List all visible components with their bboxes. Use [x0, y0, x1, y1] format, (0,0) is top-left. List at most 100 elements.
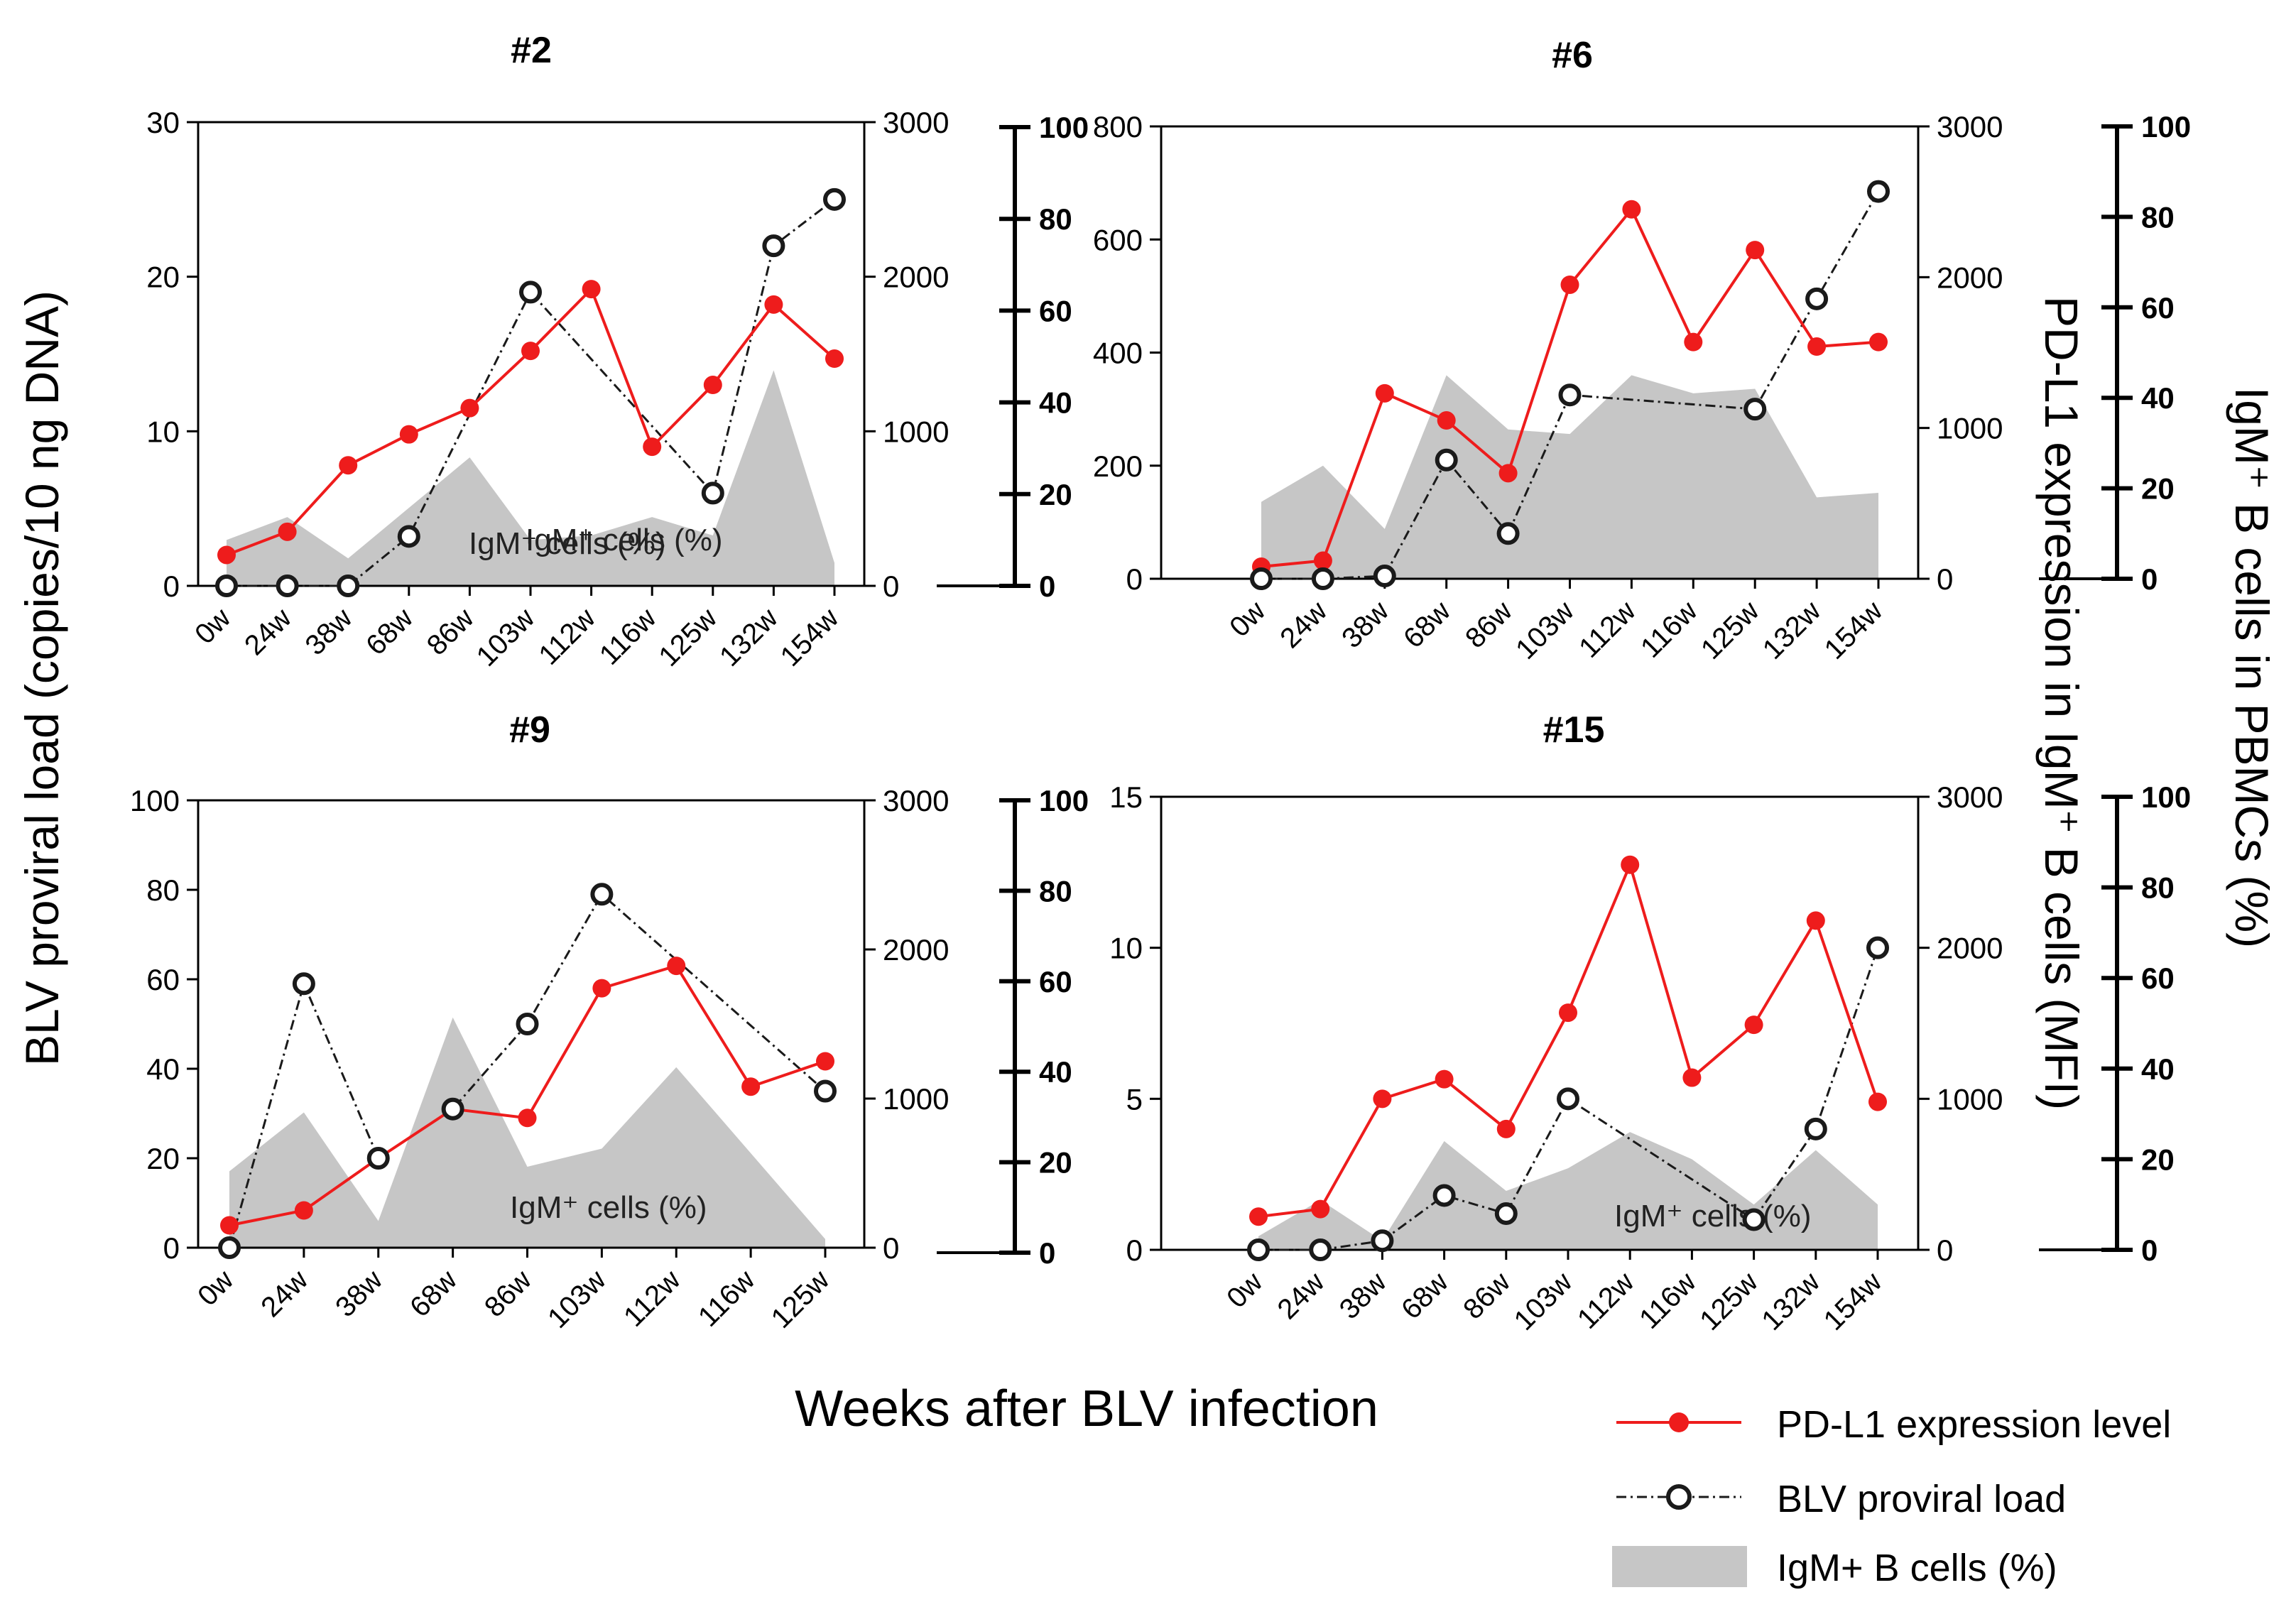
- blv-point: [1247, 1238, 1270, 1261]
- right-axis-tick-label: 20: [2141, 472, 2175, 506]
- left-axis-tick-label: 10: [146, 415, 180, 448]
- blv-point: [1494, 1202, 1518, 1225]
- blv-point: [1373, 565, 1396, 588]
- pdl1-point: [220, 1216, 239, 1235]
- x-axis-tick-label: 0w: [1224, 595, 1271, 643]
- mid-axis-tick-label: 3000: [883, 106, 949, 139]
- blv-point: [1496, 522, 1520, 545]
- x-axis-tick-label: 68w: [1398, 595, 1457, 654]
- blv-point: [218, 1236, 241, 1259]
- x-axis-tick-label: 86w: [1459, 595, 1518, 654]
- right-axis-tick-label: 40: [1039, 1055, 1072, 1089]
- left-axis-tick-label: 20: [146, 1142, 180, 1175]
- x-axis-tick-label: 103w: [471, 602, 541, 672]
- legend-igm-text: IgM+ B cells (%): [1777, 1547, 2057, 1589]
- blv-point: [1805, 287, 1829, 310]
- left-axis-tick-label: 0: [1126, 1233, 1143, 1267]
- pdl1-point: [1435, 1069, 1454, 1089]
- pdl1-point: [1621, 855, 1640, 874]
- mid-axis-tick-label: 1000: [883, 1082, 949, 1116]
- right-axis-tick-label: 20: [1039, 478, 1072, 511]
- panel-title: #2: [511, 30, 552, 71]
- x-axis-tick-label: 0w: [192, 1264, 239, 1312]
- pdl1-point: [1807, 337, 1827, 356]
- legend-item-igm: IgM+ B cells (%): [1612, 1546, 2057, 1589]
- pdl1-point: [1868, 1092, 1887, 1111]
- left-axis-tick-label: 800: [1093, 110, 1143, 143]
- igm-area: [229, 1017, 825, 1248]
- blv-point: [276, 574, 299, 597]
- x-axis-tick-label: 132w: [1757, 595, 1827, 665]
- right-axis-tick-label: 0: [1039, 1236, 1055, 1270]
- mid-axis-tick-label: 0: [883, 570, 899, 603]
- igm-area-label: IgM⁺ cells (%): [510, 1190, 707, 1225]
- x-axis-tick-label: 125w: [653, 602, 723, 672]
- mid-axis-tick-label: 2000: [883, 261, 949, 294]
- x-axis-tick-label: 154w: [775, 602, 845, 672]
- left-axis-tick-label: 40: [146, 1052, 180, 1086]
- pdl1-point: [1560, 275, 1579, 294]
- right-axis-tick-label: 100: [1039, 111, 1089, 144]
- x-axis-tick-label: 154w: [1818, 1266, 1888, 1336]
- blv-point: [516, 1013, 539, 1035]
- blv-point: [590, 883, 614, 906]
- right-axis-tick-label: 100: [2141, 780, 2191, 814]
- pdl1-point: [816, 1052, 834, 1071]
- left-axis-tick-label: 60: [146, 963, 180, 996]
- left-axis-tick-label: 600: [1093, 223, 1143, 256]
- mid-axis-tick-label: 2000: [1937, 932, 2003, 965]
- blv-point: [1435, 448, 1458, 472]
- igm-area-label: IgM⁺ cells (%): [1614, 1199, 1811, 1233]
- x-axis-tick-label: 68w: [1395, 1266, 1454, 1325]
- x-axis-tick-label: 103w: [1510, 595, 1580, 665]
- panel-title: #9: [509, 709, 550, 751]
- pdl1-point: [217, 545, 236, 565]
- y-left-axis-label: BLV proviral load (copies/10 ng DNA): [16, 290, 68, 1066]
- blv-point: [441, 1097, 464, 1121]
- left-axis-tick-label: 5: [1126, 1082, 1143, 1116]
- right-axis-tick-label: 0: [1039, 570, 1055, 603]
- mid-axis-tick-label: 3000: [1937, 110, 2003, 143]
- mid-axis-tick-label: 0: [1937, 562, 1953, 596]
- right-axis-tick-label: 100: [2141, 110, 2191, 143]
- pdl1-point: [582, 280, 601, 299]
- pdl1-point: [1249, 1207, 1268, 1226]
- blv-point: [519, 281, 542, 304]
- blv-point: [1742, 1208, 1765, 1231]
- right-axis-tick-label: 20: [2141, 1143, 2175, 1176]
- mid-axis-tick-label: 0: [883, 1231, 899, 1265]
- x-axis-tick-label: 86w: [1457, 1266, 1516, 1325]
- legend-pdl1-marker: [1669, 1412, 1689, 1432]
- x-axis-tick-label: 132w: [1756, 1266, 1826, 1336]
- pdl1-point: [764, 295, 783, 314]
- pdl1-point: [339, 456, 358, 475]
- mid-axis-tick-label: 1000: [883, 415, 949, 448]
- left-axis-tick-label: 20: [146, 261, 180, 294]
- x-axis-tick-label: 24w: [255, 1264, 314, 1323]
- pdl1-point: [1311, 1199, 1330, 1219]
- pdl1-point: [1559, 1003, 1577, 1023]
- x-axis-tick-label: 68w: [360, 602, 419, 661]
- pdl1-point: [278, 522, 297, 541]
- igm-area-label: IgM⁺ cells (%): [469, 526, 665, 561]
- x-axis-tick-label: 86w: [421, 602, 480, 661]
- right-axis-tick-label: 60: [2141, 962, 2175, 995]
- left-axis-tick-label: 80: [146, 873, 180, 907]
- blv-point: [292, 972, 315, 996]
- mid-axis-tick-label: 3000: [1937, 780, 2003, 814]
- mid-axis-tick-label: 2000: [1937, 261, 2003, 294]
- y-mid-axis-label: PD-L1 expression in IgM⁺ B cells (MFI): [2035, 296, 2088, 1110]
- left-axis-tick-label: 0: [163, 1231, 180, 1265]
- pdl1-point: [703, 376, 722, 395]
- pdl1-point: [1684, 332, 1703, 352]
- right-axis-tick-label: 100: [1039, 784, 1089, 817]
- x-axis-tick-label: 86w: [479, 1264, 538, 1323]
- blv-line: [1258, 947, 1879, 1251]
- legend-blv-text: BLV proviral load: [1777, 1478, 2066, 1520]
- pdl1-point: [1498, 464, 1518, 483]
- igm-area: [1261, 375, 1878, 579]
- x-axis-tick-label: 116w: [1635, 595, 1704, 664]
- blv-point: [823, 187, 846, 211]
- pdl1-point: [1437, 411, 1456, 430]
